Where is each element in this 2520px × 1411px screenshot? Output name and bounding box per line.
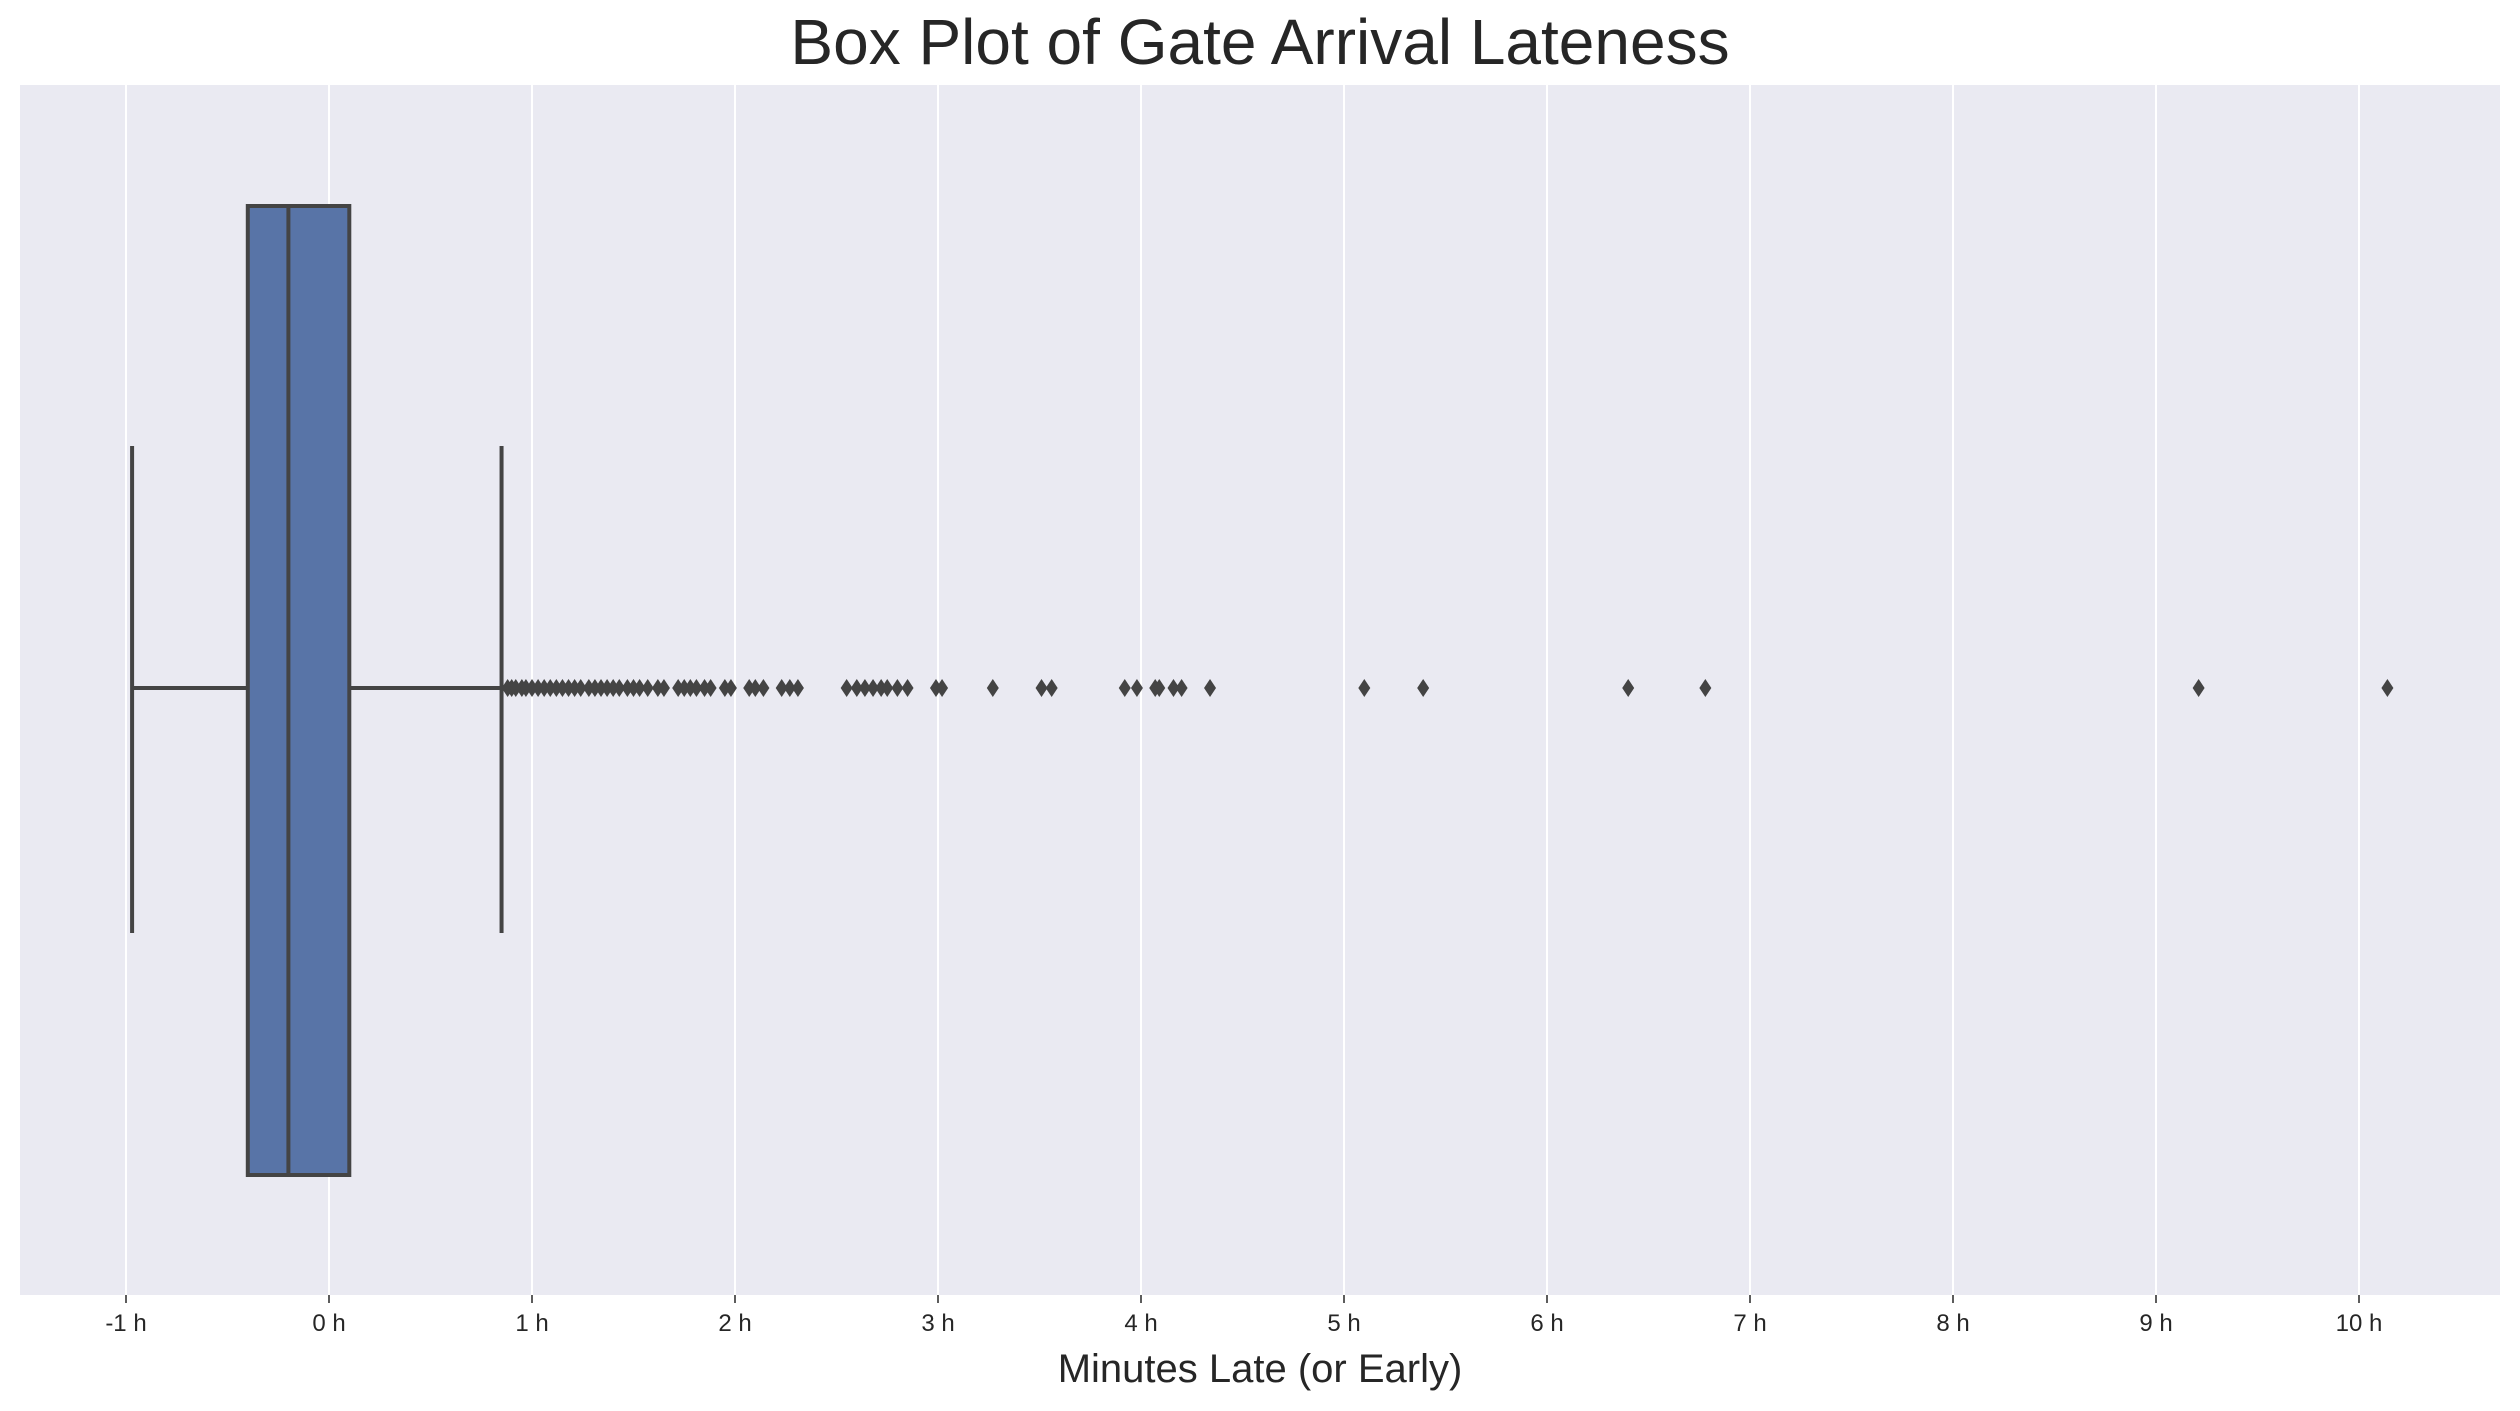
outlier-point (929, 679, 942, 697)
outlier-point (1118, 679, 1131, 697)
outlier-point (2381, 679, 2394, 697)
outlier-point (621, 679, 634, 697)
outlier-point (891, 679, 904, 697)
outlier-point (791, 679, 804, 697)
outlier-point (875, 679, 888, 697)
outlier-point (749, 679, 762, 697)
outlier-point (1167, 679, 1180, 697)
outlier-point (613, 679, 626, 697)
outlier-point (881, 679, 894, 697)
outlier-point (550, 679, 563, 697)
outlier-point (2192, 679, 2205, 697)
x-tick-label: 4 h (1124, 1310, 1157, 1337)
outlier-point (519, 679, 532, 697)
box-plot (130, 204, 504, 1177)
outlier-point (633, 679, 646, 697)
outlier-point (607, 679, 620, 697)
outlier-point (1153, 679, 1166, 697)
outlier-point (684, 679, 697, 697)
outlier-point (1699, 679, 1712, 697)
outlier-point (1204, 679, 1217, 697)
outlier-point (1035, 679, 1048, 697)
outlier-point (672, 679, 685, 697)
outlier-point (757, 679, 770, 697)
outlier-point (783, 679, 796, 697)
outlier-point (574, 679, 587, 697)
outlier-point (1175, 679, 1188, 697)
outlier-point (1358, 679, 1371, 697)
x-tick-label: 6 h (1530, 1310, 1563, 1337)
outlier-point (532, 679, 545, 697)
x-axis-label: Minutes Late (or Early) (1058, 1347, 1463, 1391)
outlier-points (501, 679, 2394, 697)
x-tick-label: 9 h (2139, 1310, 2172, 1337)
outlier-point (724, 679, 737, 697)
outlier-point (1417, 679, 1430, 697)
outlier-point (641, 679, 654, 697)
outlier-point (704, 679, 717, 697)
x-tick-label: 2 h (718, 1310, 751, 1337)
outlier-point (678, 679, 691, 697)
outlier-point (1045, 679, 1058, 697)
outlier-point (582, 679, 595, 697)
outlier-point (544, 679, 557, 697)
outlier-point (556, 679, 569, 697)
outlier-point (509, 679, 522, 697)
chart-title: Box Plot of Gate Arrival Lateness (790, 6, 1729, 78)
outlier-point (627, 679, 640, 697)
iqr-box (245, 204, 352, 1177)
x-tick-label: -1 h (105, 1310, 146, 1337)
outlier-point (718, 679, 731, 697)
outlier-point (588, 679, 601, 697)
outlier-point (657, 679, 670, 697)
outlier-point (538, 679, 551, 697)
x-tick-label: 10 h (2336, 1310, 2383, 1337)
outlier-point (651, 679, 664, 697)
outlier-point (850, 679, 863, 697)
x-axis-ticks: -1 h 0 h 1 h 2 h 3 h 4 h 5 h 6 h 7 h 8 h 9 h 10 h (105, 1295, 2382, 1337)
outlier-point (562, 679, 575, 697)
outlier-point (775, 679, 788, 697)
outlier-point (595, 679, 608, 697)
outlier-point (690, 679, 703, 697)
x-tick-label: 5 h (1327, 1310, 1360, 1337)
x-tick-label: 3 h (921, 1310, 954, 1337)
outlier-point (568, 679, 581, 697)
outlier-point (1622, 679, 1635, 697)
outlier-point (986, 679, 999, 697)
x-tick-label: 8 h (1936, 1310, 1969, 1337)
outlier-point (840, 679, 853, 697)
x-tick-label: 0 h (312, 1310, 345, 1337)
outlier-point (858, 679, 871, 697)
outlier-point (601, 679, 614, 697)
x-tick-label: 7 h (1733, 1310, 1766, 1337)
x-tick-label: 1 h (515, 1310, 548, 1337)
outlier-point (867, 679, 880, 697)
outlier-point (698, 679, 711, 697)
outlier-point (901, 679, 914, 697)
outlier-point (526, 679, 538, 697)
outlier-point (1130, 679, 1143, 697)
outlier-point (936, 679, 949, 697)
outlier-point (743, 679, 756, 697)
